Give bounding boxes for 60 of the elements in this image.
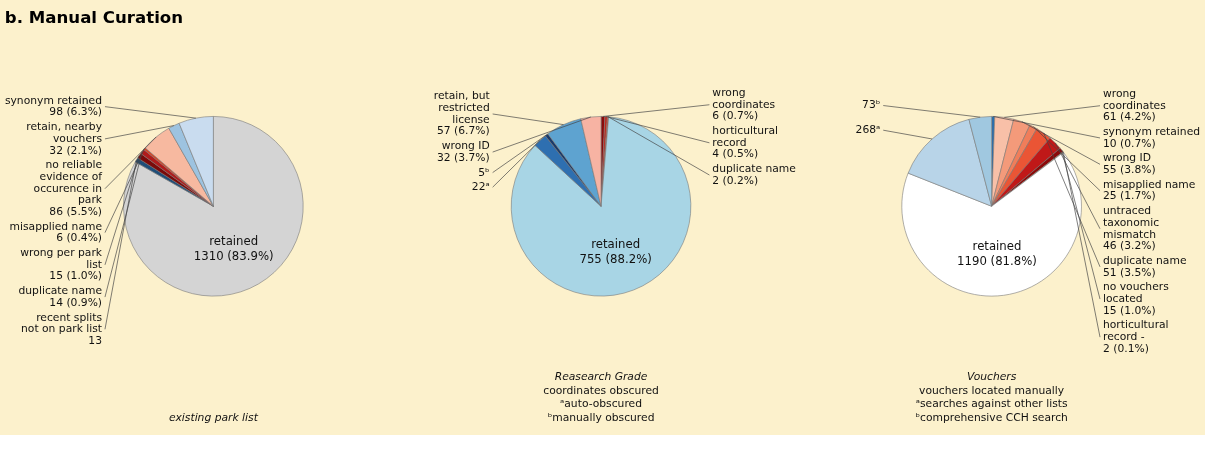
slice-label: synonym retained (1102, 125, 1201, 139)
slice-label: synonym retained (4, 93, 103, 107)
slice-label: wrong ID (441, 139, 490, 153)
text: ᵃsearches against other lists (915, 397, 1068, 411)
data-label: 2 (0.1%) (1102, 341, 1149, 355)
slice-label: wrong coordinates (1102, 86, 1167, 112)
slice-label: wrong coordinates (712, 85, 776, 111)
text: ᵇcomprehensive CCH search (915, 411, 1068, 425)
data-label: 73ᵇ (862, 98, 881, 112)
slice-label: no reliable evidence of occurence in park (33, 158, 103, 207)
text: coordinates obscured (543, 383, 659, 397)
text: Vouchers (966, 370, 1017, 384)
data-label: 4 (0.5%) (712, 147, 759, 161)
slice-label: retain, but restricted license (433, 89, 491, 126)
data-label: 22ᵃ (471, 180, 490, 194)
slice-label: retained (209, 234, 259, 249)
data-label: 32 (2.1%) (49, 143, 103, 157)
slice-label: horticultural record (712, 124, 779, 149)
data-label: 14 (0.9%) (49, 295, 103, 309)
text: Reasearch Grade (554, 370, 648, 384)
slice-label: wrong ID (1102, 151, 1151, 165)
data-label: 15 (1.0%) (49, 269, 103, 283)
text: vouchers located manually (919, 383, 1065, 397)
slice-label: retained (972, 239, 1022, 254)
slice-label: duplicate name (1102, 253, 1187, 267)
data-label: 6 (0.4%) (56, 231, 103, 245)
text: existing park list (168, 411, 259, 425)
slice-label: recent splits not on park list (21, 310, 103, 336)
data-label: 25 (1.7%) (1102, 189, 1156, 203)
slice-label: untraced taxonomic mismatch (1102, 204, 1160, 241)
data-label: 1190 (81.8%) (957, 253, 1037, 268)
slice-label: duplicate name (712, 162, 797, 176)
slice-label: duplicate name (18, 284, 103, 298)
data-label: 51 (3.5%) (1102, 265, 1156, 279)
data-label: 6 (0.7%) (712, 109, 759, 123)
slice-label: retain, nearby vouchers (26, 120, 103, 145)
data-label: 268ᵃ (855, 123, 881, 137)
data-label: 61 (4.2%) (1102, 110, 1156, 124)
text: ᵇmanually obscured (547, 411, 655, 425)
data-label: 755 (88.2%) (579, 251, 652, 266)
data-label: 55 (3.8%) (1102, 163, 1156, 177)
data-label: 15 (1.0%) (1102, 303, 1156, 317)
chart-title: b. Manual Curation (4, 7, 184, 27)
data-label: 10 (0.7%) (1102, 136, 1156, 150)
slice-label: no vouchers located (1102, 280, 1170, 306)
slice-label: wrong per park list (20, 246, 103, 271)
data-label: 2 (0.2%) (712, 173, 759, 187)
data-label: 98 (6.3%) (49, 105, 103, 119)
slice-label: retained (591, 236, 641, 251)
data-label: 32 (3.7%) (437, 150, 490, 164)
text: ᵃauto-obscured (560, 397, 642, 411)
slice-label: horticultural record - (1102, 318, 1169, 344)
slice-label: misapplied name (9, 219, 103, 233)
data-label: 86 (5.5%) (49, 205, 103, 219)
data-label: 1310 (83.9%) (193, 248, 274, 263)
data-label: 5ᵇ (478, 165, 490, 179)
data-label: 46 (3.2%) (1102, 239, 1156, 253)
data-label: 13 (88, 333, 103, 347)
slice-label: misapplied name (1102, 177, 1196, 191)
data-label: 57 (6.7%) (437, 124, 490, 138)
